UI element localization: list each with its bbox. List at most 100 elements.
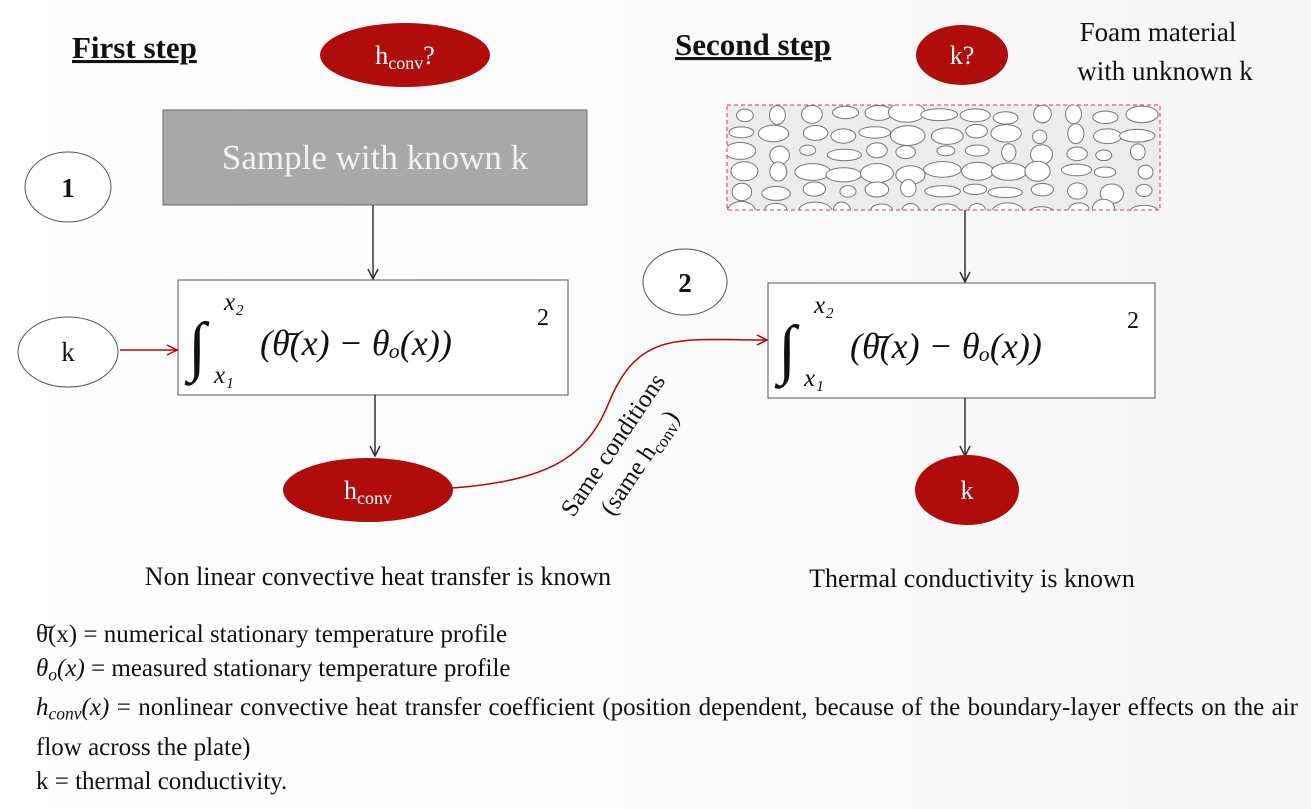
term: hconv(x) bbox=[36, 694, 109, 724]
bubble bbox=[798, 201, 833, 210]
link-label: Same conditions (same hconv) bbox=[556, 369, 685, 522]
formula-box bbox=[767, 282, 1156, 399]
bubble bbox=[924, 185, 961, 198]
definition-text: = nonlinear convective heat transfer coe… bbox=[36, 694, 1298, 761]
unknown-oval bbox=[916, 25, 1008, 85]
bubble bbox=[962, 183, 988, 195]
input-oval bbox=[17, 316, 119, 388]
result-oval bbox=[915, 455, 1019, 525]
unknown-label: hconv? bbox=[375, 41, 435, 73]
bubble bbox=[769, 145, 790, 165]
foam-border bbox=[726, 104, 1161, 211]
definition: hconv(x) = nonlinear convective heat tra… bbox=[36, 691, 1298, 764]
bubble bbox=[736, 108, 754, 123]
bubble bbox=[968, 203, 986, 210]
bubble bbox=[991, 202, 1024, 210]
term-sub: conv bbox=[48, 703, 82, 724]
bubble bbox=[1029, 206, 1054, 210]
bubble bbox=[858, 126, 892, 139]
bubble bbox=[1091, 198, 1116, 210]
bubble bbox=[1130, 143, 1146, 161]
formula: ∫ x₂ x₁ (θ̄(x) − θₒ(x)) 2 bbox=[184, 289, 549, 389]
bubble bbox=[802, 124, 829, 141]
integral-sign: ∫ bbox=[774, 313, 800, 389]
bubble bbox=[832, 201, 851, 210]
formula-box bbox=[177, 279, 569, 396]
bubble bbox=[799, 144, 817, 156]
bubble bbox=[826, 148, 862, 162]
bubble bbox=[860, 163, 894, 184]
bubble bbox=[1137, 164, 1154, 180]
integral-sign: ∫ bbox=[184, 310, 210, 386]
diagram: First step hconv? Second step k? Foam ma… bbox=[17, 17, 1253, 593]
expression: (θ̄(x) − θₒ(x)) bbox=[260, 323, 452, 363]
bubble bbox=[1001, 143, 1017, 162]
term: k bbox=[36, 768, 49, 795]
bubble bbox=[728, 126, 755, 139]
step-number: 2 bbox=[678, 268, 692, 298]
bubble bbox=[990, 124, 1022, 143]
bubble bbox=[730, 161, 759, 182]
bubble bbox=[961, 161, 995, 181]
bubble bbox=[1024, 160, 1051, 182]
term-sub: o bbox=[48, 664, 58, 685]
bubble bbox=[864, 181, 890, 198]
bubble bbox=[1068, 202, 1090, 210]
bubble bbox=[1067, 123, 1085, 145]
bubble bbox=[923, 161, 962, 178]
lower-limit: x₁ bbox=[803, 365, 824, 392]
bubble bbox=[794, 163, 831, 181]
note: with unknown k bbox=[1077, 56, 1253, 86]
result-label: hconv bbox=[344, 476, 392, 508]
definition-text: = measured stationary temperature profil… bbox=[84, 655, 511, 682]
unknown-oval bbox=[320, 23, 490, 87]
term-base: θ̄ bbox=[36, 621, 48, 648]
term-base: θ bbox=[36, 655, 49, 682]
bubble bbox=[1065, 105, 1082, 125]
bubble bbox=[769, 161, 788, 182]
upper-limit: x₂ bbox=[813, 292, 834, 319]
bubble bbox=[839, 185, 857, 198]
bubble bbox=[1130, 204, 1159, 210]
conclusion: Non linear convective heat transfer is k… bbox=[145, 562, 611, 591]
definition: θ̄(x) = numerical stationary temperature… bbox=[36, 618, 1298, 652]
definition: k = thermal conductivity. bbox=[36, 765, 1298, 799]
bubble bbox=[1032, 129, 1048, 145]
bubble bbox=[727, 201, 756, 210]
t: conv bbox=[388, 53, 423, 73]
t: h bbox=[344, 476, 357, 505]
bubble bbox=[930, 127, 964, 145]
lower-limit: x₁ bbox=[213, 362, 234, 389]
bubble bbox=[1066, 146, 1088, 162]
bubble bbox=[1067, 182, 1088, 200]
sample-label: Sample with known k bbox=[222, 138, 529, 177]
step-circle bbox=[24, 151, 112, 223]
bubble bbox=[965, 123, 988, 139]
bubble bbox=[895, 145, 916, 160]
link-curve bbox=[451, 340, 767, 489]
bubble bbox=[761, 185, 791, 201]
term: θo(x) bbox=[36, 655, 85, 685]
bubble bbox=[1033, 105, 1052, 124]
bubble bbox=[1060, 163, 1093, 177]
bubble bbox=[901, 202, 920, 210]
bubble bbox=[1095, 149, 1113, 162]
term-suffix: (x) bbox=[47, 621, 78, 648]
definition-text: = thermal conductivity. bbox=[48, 767, 288, 795]
note: Foam material bbox=[1080, 17, 1237, 47]
result-label: k bbox=[961, 476, 974, 505]
definitions: θ̄(x) = numerical stationary temperature… bbox=[36, 618, 1298, 799]
bubble bbox=[1092, 110, 1119, 124]
upper-limit: x₂ bbox=[223, 289, 244, 316]
bubble bbox=[800, 105, 823, 124]
bubble bbox=[900, 178, 917, 198]
bubble bbox=[889, 125, 926, 146]
bubble bbox=[731, 182, 753, 202]
bubble bbox=[992, 111, 1019, 125]
bubble bbox=[802, 181, 826, 197]
bubble bbox=[727, 141, 757, 160]
bubble bbox=[768, 105, 786, 125]
t: ? bbox=[423, 41, 435, 70]
bubble bbox=[1093, 128, 1123, 145]
